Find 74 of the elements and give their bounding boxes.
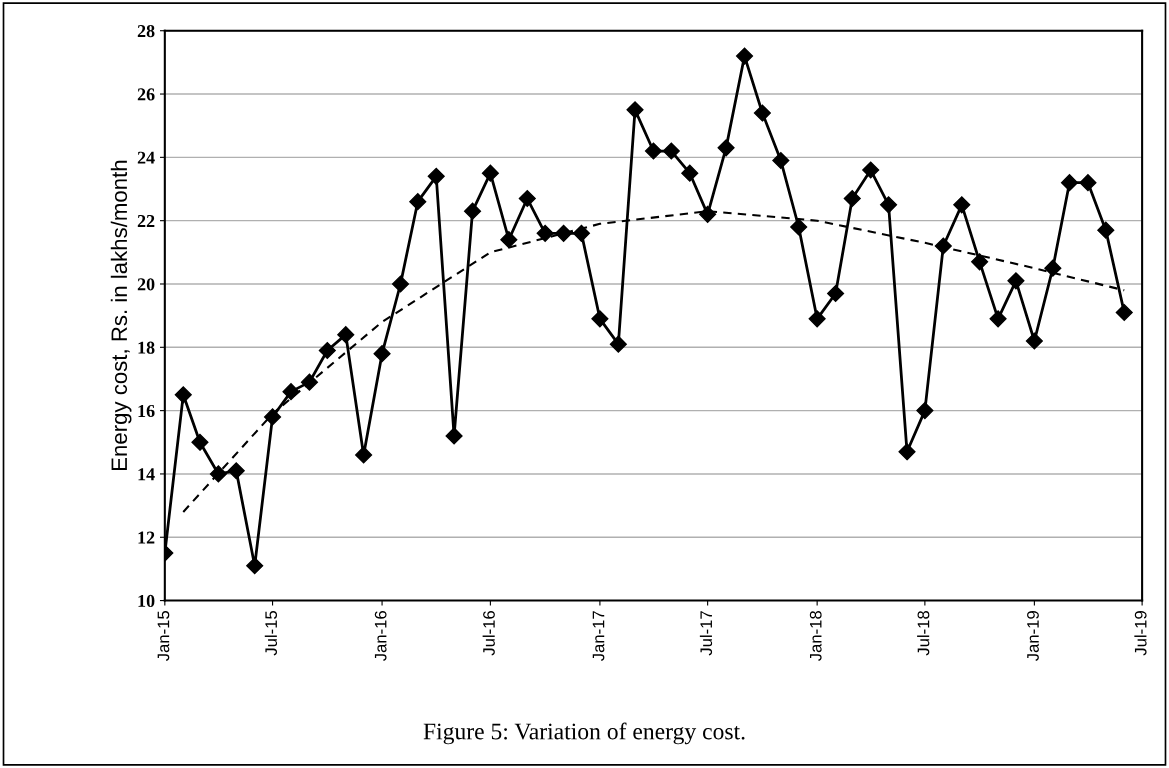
x-tick-label: Jan-15 (157, 610, 170, 661)
point (808, 310, 826, 328)
y-tick-label: 16 (138, 404, 155, 418)
point (391, 275, 410, 293)
point (735, 47, 754, 65)
point (572, 224, 591, 242)
y-tick-label: 28 (137, 24, 155, 38)
y-tick-label: 18 (138, 341, 155, 354)
point (463, 202, 482, 220)
y-tick-label: 10 (138, 594, 155, 608)
point (1025, 332, 1043, 350)
point (699, 205, 717, 223)
point (1044, 259, 1062, 277)
caption: Figure 5: Variation of energy cost. (423, 722, 745, 745)
point (1060, 174, 1079, 192)
point (246, 557, 264, 575)
point (916, 402, 934, 420)
point (409, 193, 427, 211)
point (880, 196, 898, 214)
point (626, 101, 644, 119)
x-tick-label: Jul-15 (264, 610, 278, 656)
point (790, 218, 808, 236)
point (1007, 272, 1025, 290)
point (518, 189, 536, 208)
point (898, 443, 916, 461)
point (717, 139, 735, 157)
point (282, 383, 300, 401)
x-tick-label: Jul-19 (1134, 611, 1147, 656)
x-tick-label: Jan-18 (809, 611, 822, 661)
point (971, 253, 989, 271)
point (481, 164, 499, 182)
point (227, 462, 245, 480)
point (753, 104, 771, 122)
x-tick-label: Jul-16 (482, 611, 495, 656)
point (827, 284, 845, 303)
point (1097, 221, 1115, 239)
point (989, 310, 1007, 328)
x-tick-label: Jan-16 (374, 611, 387, 661)
point (318, 341, 336, 360)
x-tick-label: Jul-18 (917, 611, 930, 656)
point (953, 196, 971, 214)
point (373, 345, 391, 363)
point (843, 189, 861, 208)
point (191, 433, 209, 451)
point (662, 142, 680, 160)
point (174, 386, 192, 404)
y-tick-label: 22 (137, 214, 155, 227)
x-tick-label: Jul-17 (699, 611, 713, 656)
point (536, 224, 554, 242)
point (772, 151, 790, 170)
x-tick-label: Jan-17 (592, 611, 605, 661)
y-tick-label: 24 (137, 151, 155, 164)
point (934, 237, 952, 255)
y-tick-label: 26 (137, 88, 155, 101)
point (681, 164, 699, 182)
x-tick-label: Jan-19 (1027, 611, 1039, 661)
point (300, 373, 319, 391)
point (337, 326, 355, 344)
point (264, 408, 282, 426)
y-tick-label: 12 (138, 531, 155, 544)
point (355, 446, 373, 464)
point (1079, 174, 1097, 192)
point (644, 142, 663, 160)
point (427, 167, 445, 185)
y-axis-title: Energy cost, Rs. in lakhs/month (110, 160, 132, 471)
point (1115, 303, 1133, 322)
point (209, 465, 227, 483)
point (862, 161, 880, 179)
point (445, 427, 463, 445)
point (500, 231, 518, 249)
y-tick-label: 14 (138, 468, 155, 481)
point (609, 335, 627, 353)
point (591, 310, 609, 328)
y-tick-label: 20 (137, 278, 155, 291)
